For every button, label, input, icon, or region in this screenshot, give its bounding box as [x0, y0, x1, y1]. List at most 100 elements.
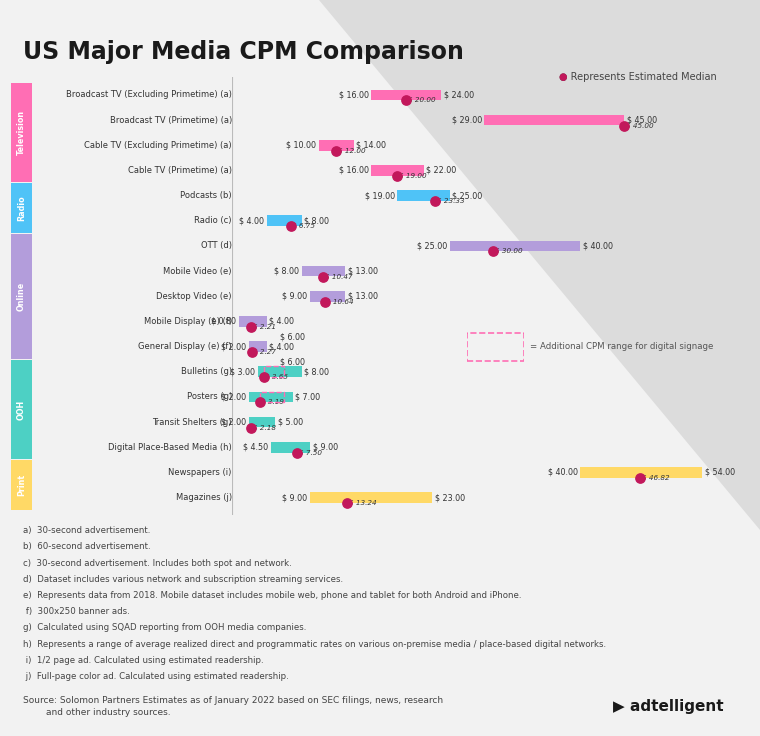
Text: $ 45.00: $ 45.00: [625, 123, 654, 129]
Text: ▶ adtelligent: ▶ adtelligent: [613, 699, 724, 714]
Text: Radio: Radio: [17, 195, 26, 221]
Text: Mobile Video (e): Mobile Video (e): [163, 266, 232, 275]
Bar: [397, 191, 450, 201]
Text: f)  300x250 banner ads.: f) 300x250 banner ads.: [23, 607, 129, 616]
Text: b)  60-second advertisement.: b) 60-second advertisement.: [23, 542, 150, 551]
Text: $ 13.00: $ 13.00: [347, 266, 378, 275]
Bar: [371, 90, 441, 100]
Text: $ 5.00: $ 5.00: [278, 417, 303, 427]
Text: General Display (e) (f): General Display (e) (f): [138, 342, 232, 351]
Text: $ 10.00: $ 10.00: [287, 141, 316, 149]
Text: $ 13.24: $ 13.24: [349, 500, 376, 506]
Text: US Major Media CPM Comparison: US Major Media CPM Comparison: [23, 40, 464, 65]
Point: [331, 145, 343, 157]
Text: $ 40.00: $ 40.00: [548, 468, 578, 477]
Text: ●: ●: [559, 72, 567, 82]
Text: $ 30.00: $ 30.00: [495, 249, 523, 255]
Text: Radio (c): Radio (c): [195, 216, 232, 225]
Point: [318, 296, 331, 308]
Text: $ 6.00: $ 6.00: [280, 333, 305, 345]
Text: $ 19.00: $ 19.00: [399, 173, 426, 179]
Point: [284, 220, 296, 232]
Text: $ 4.00: $ 4.00: [269, 317, 294, 326]
Bar: [11, 460, 32, 509]
Bar: [319, 140, 354, 151]
Text: a)  30-second advertisement.: a) 30-second advertisement.: [23, 526, 150, 535]
Text: $ 23.00: $ 23.00: [435, 493, 465, 502]
Bar: [581, 467, 702, 478]
Text: $ 0.80: $ 0.80: [211, 317, 236, 326]
Text: $ 2.27: $ 2.27: [253, 349, 277, 355]
Bar: [267, 216, 302, 226]
Point: [391, 170, 404, 182]
Bar: [11, 83, 32, 183]
Text: Digital Place-Based Media (h): Digital Place-Based Media (h): [108, 443, 232, 452]
Text: Cable TV (Primetime) (a): Cable TV (Primetime) (a): [128, 166, 232, 175]
Point: [258, 372, 270, 383]
Text: $ 25.00: $ 25.00: [452, 191, 483, 200]
Bar: [258, 367, 302, 377]
Text: $ 14.00: $ 14.00: [356, 141, 386, 149]
Text: $ 10.47: $ 10.47: [325, 274, 353, 280]
Bar: [310, 291, 345, 302]
Text: i)  1/2 page ad. Calculated using estimated readership.: i) 1/2 page ad. Calculated using estimat…: [23, 656, 264, 665]
Text: $ 10.64: $ 10.64: [326, 299, 354, 305]
Text: $ 2.21: $ 2.21: [253, 324, 276, 330]
Text: Broadcast TV (Excluding Primetime) (a): Broadcast TV (Excluding Primetime) (a): [66, 91, 232, 99]
Text: $ 12.00: $ 12.00: [338, 148, 366, 154]
Text: $ 7.50: $ 7.50: [299, 450, 322, 456]
Text: $ 16.00: $ 16.00: [339, 91, 369, 99]
Point: [254, 397, 266, 408]
Text: $ 16.00: $ 16.00: [339, 166, 369, 175]
Text: $ 24.00: $ 24.00: [444, 91, 473, 99]
Text: ● Represents Estimated Median: ● Represents Estimated Median: [559, 72, 717, 82]
Text: Television: Television: [17, 110, 26, 155]
Text: $ 3.19: $ 3.19: [261, 400, 284, 406]
Text: $ 46.82: $ 46.82: [641, 475, 669, 481]
Point: [245, 346, 258, 358]
Text: $ 9.00: $ 9.00: [283, 493, 308, 502]
Text: $ 13.00: $ 13.00: [347, 291, 378, 301]
Text: Source: Solomon Partners Estimates as of January 2022 based on SEC filings, news: Source: Solomon Partners Estimates as of…: [23, 696, 443, 704]
Text: c)  30-second advertisement. Includes both spot and network.: c) 30-second advertisement. Includes bot…: [23, 559, 292, 567]
Text: Mobile Display (e) (f): Mobile Display (e) (f): [144, 317, 232, 326]
Point: [245, 321, 257, 333]
Bar: [310, 492, 432, 503]
Bar: [485, 115, 624, 125]
Text: Bulletins (g): Bulletins (g): [181, 367, 232, 376]
Text: Transit Shelters (g): Transit Shelters (g): [152, 417, 232, 427]
Text: $ 8.00: $ 8.00: [304, 367, 329, 376]
Text: $ 9.00: $ 9.00: [313, 443, 338, 452]
Text: $ 54.00: $ 54.00: [705, 468, 735, 477]
Text: $ 29.00: $ 29.00: [451, 116, 482, 124]
Point: [634, 472, 646, 484]
Text: = Additional CPM range for digital signage: = Additional CPM range for digital signa…: [530, 342, 714, 351]
Text: $ 9.00: $ 9.00: [283, 291, 308, 301]
Text: $ 4.00: $ 4.00: [269, 342, 294, 351]
Text: $ 22.00: $ 22.00: [426, 166, 456, 175]
Text: Posters (g): Posters (g): [186, 392, 232, 401]
Text: Broadcast TV (Primetime) (a): Broadcast TV (Primetime) (a): [109, 116, 232, 124]
Text: $ 4.50: $ 4.50: [243, 443, 268, 452]
Text: $ 40.00: $ 40.00: [583, 241, 613, 250]
Point: [317, 271, 329, 283]
Bar: [249, 392, 293, 402]
Text: Newspapers (i): Newspapers (i): [169, 468, 232, 477]
Text: h)  Represents a range of average realized direct and programmatic rates on vari: h) Represents a range of average realize…: [23, 640, 606, 648]
Text: $ 20.00: $ 20.00: [408, 97, 435, 104]
Text: Print: Print: [17, 474, 26, 496]
Text: j)  Full-page color ad. Calculated using estimated readership.: j) Full-page color ad. Calculated using …: [23, 672, 289, 681]
Point: [400, 94, 412, 106]
Text: $ 4.00: $ 4.00: [239, 216, 264, 225]
Bar: [302, 266, 345, 276]
Point: [618, 120, 630, 132]
Text: $ 6.00: $ 6.00: [280, 358, 305, 370]
Point: [487, 246, 499, 258]
Text: e)  Represents data from 2018. Mobile dataset includes mobile web, phone and tab: e) Represents data from 2018. Mobile dat…: [23, 591, 521, 600]
Text: $ 8.00: $ 8.00: [274, 266, 299, 275]
Text: $ 3.65: $ 3.65: [265, 374, 288, 381]
Text: g)  Calculated using SQAD reporting from OOH media companies.: g) Calculated using SQAD reporting from …: [23, 623, 306, 632]
Text: d)  Dataset includes various network and subscription streaming services.: d) Dataset includes various network and …: [23, 575, 343, 584]
Point: [291, 447, 303, 459]
Bar: [249, 342, 267, 352]
